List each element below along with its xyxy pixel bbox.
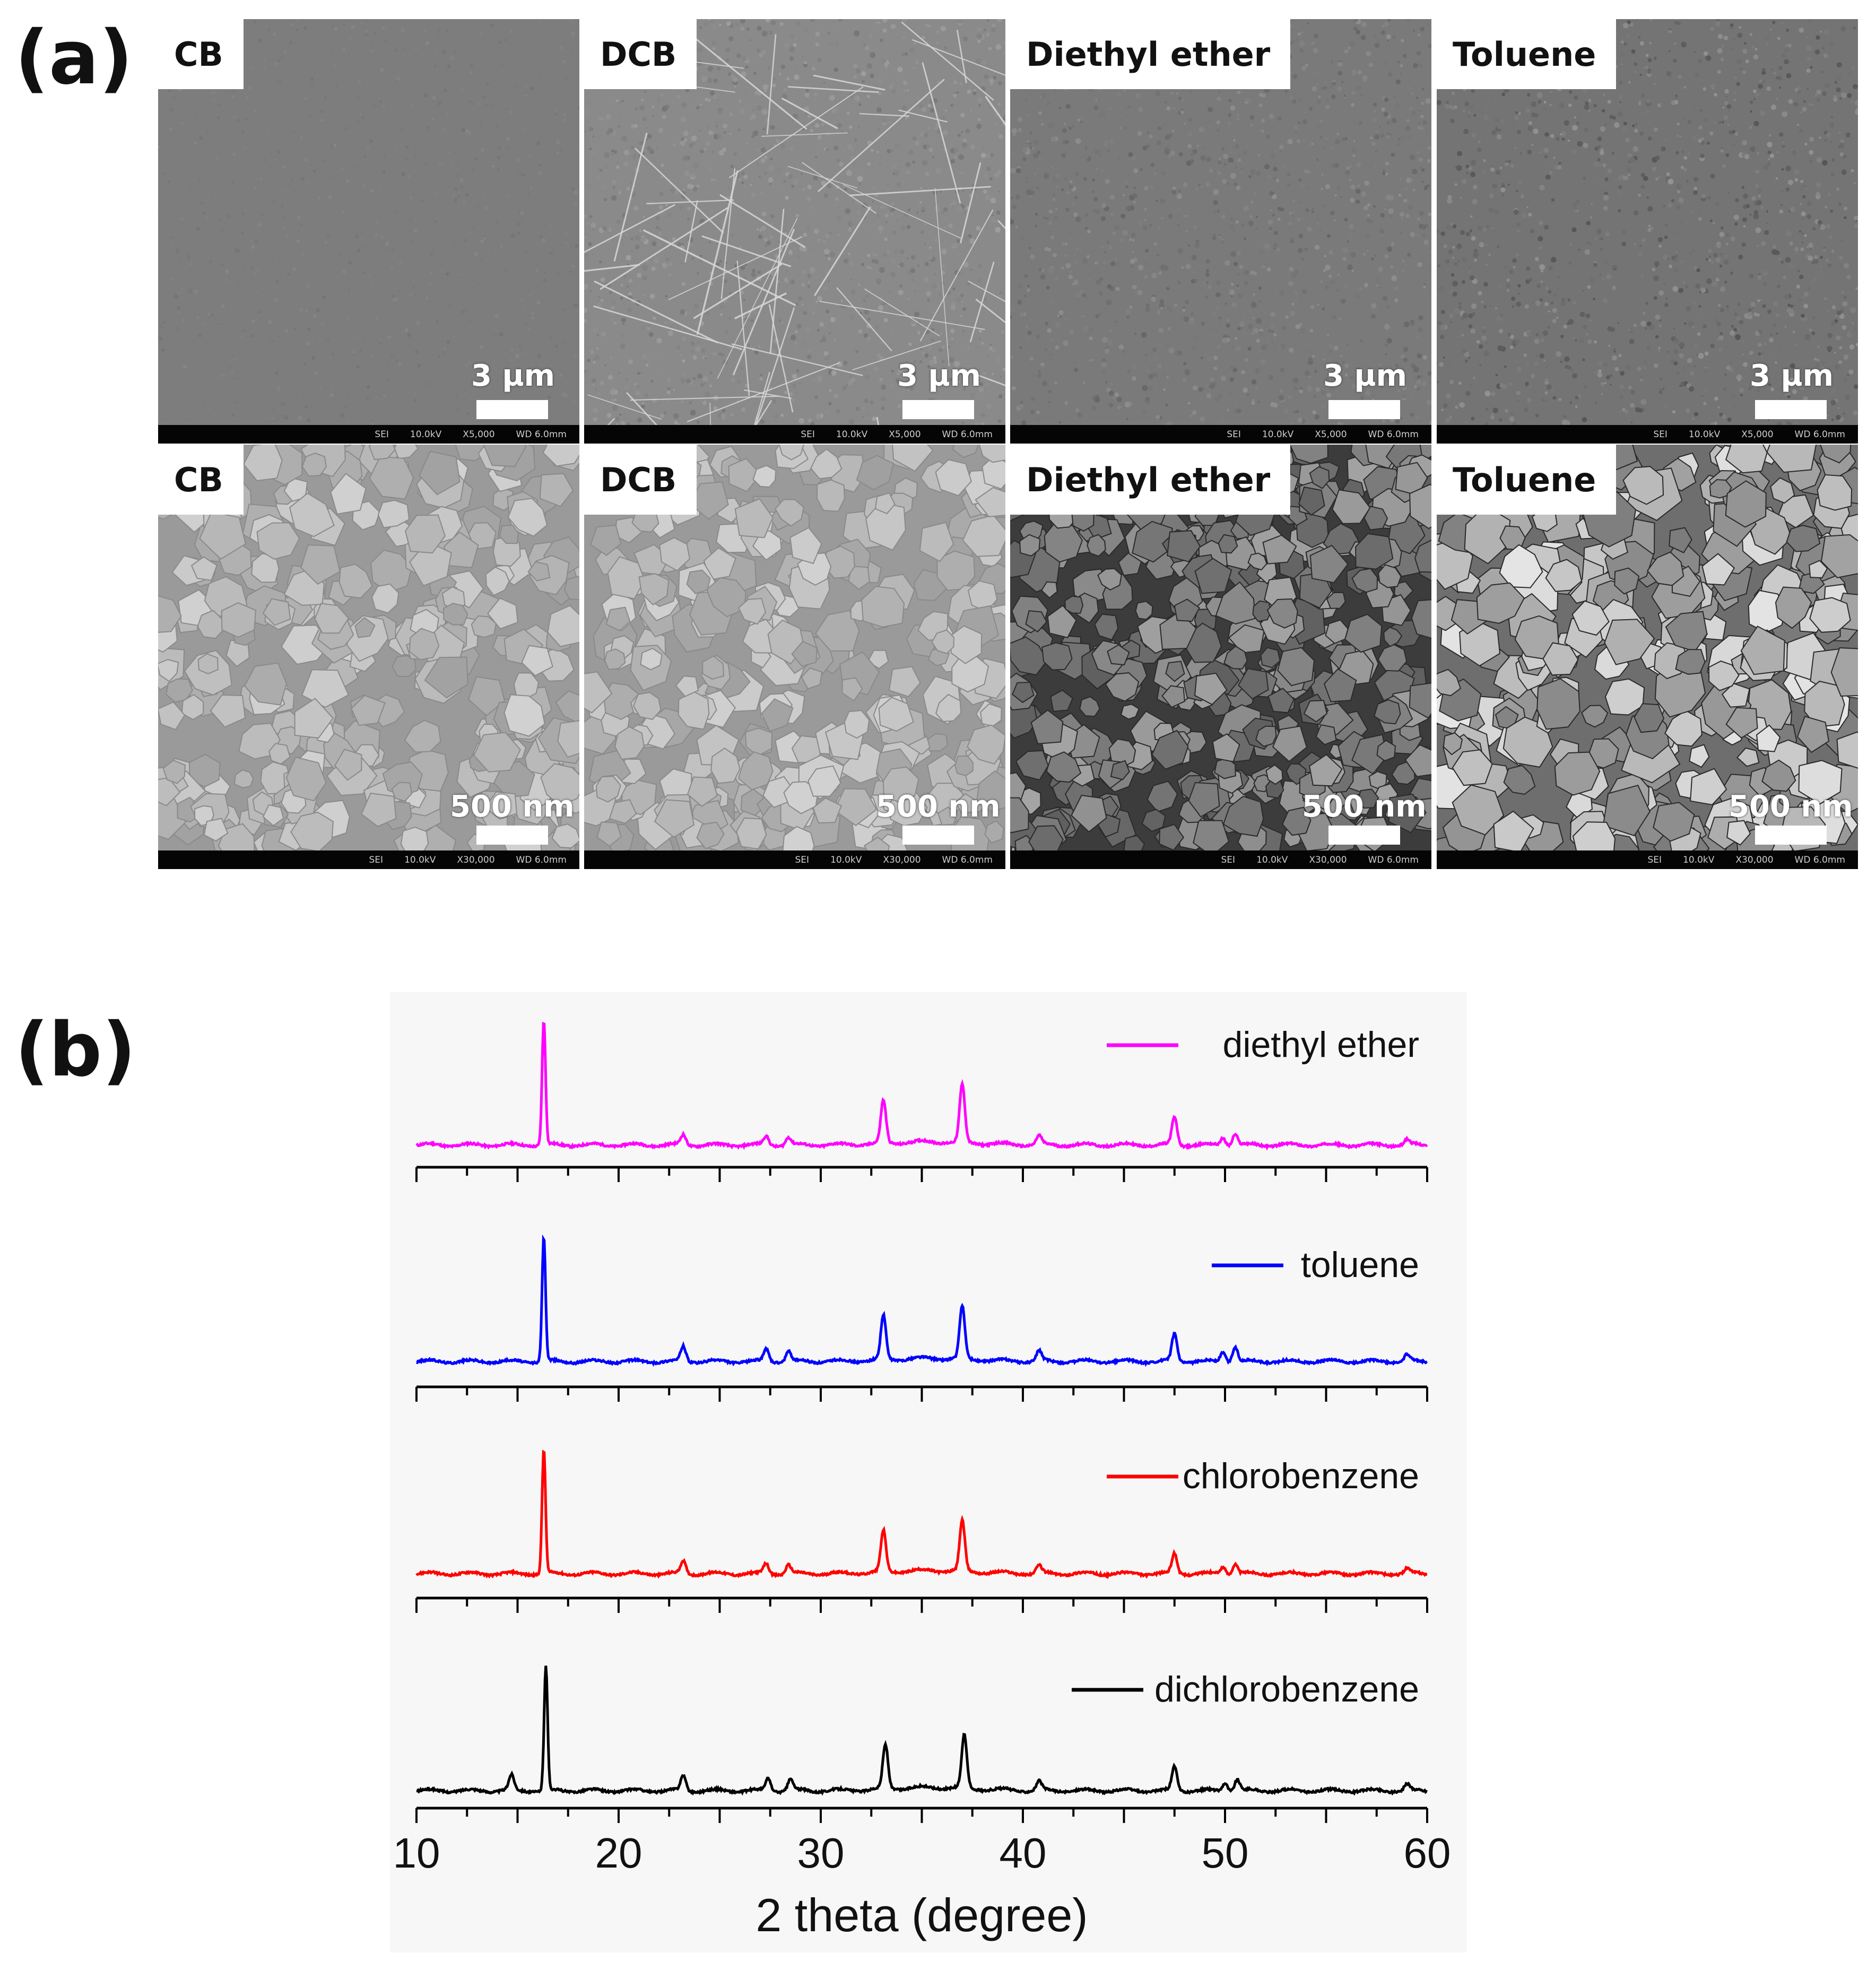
legend-label: toluene	[1301, 1245, 1419, 1285]
legend-label: dichlorobenzene	[1154, 1669, 1419, 1709]
legend-label: chlorobenzene	[1183, 1456, 1419, 1496]
x-tick-label: 50	[1202, 1829, 1249, 1877]
legend-label: diethyl ether	[1223, 1025, 1419, 1065]
x-axis-title: 2 theta (degree)	[755, 1889, 1088, 1941]
x-tick-label: 30	[797, 1829, 845, 1877]
x-tick-label: 40	[1000, 1829, 1047, 1877]
x-tick-label: 60	[1404, 1829, 1451, 1877]
x-tick-label: 10	[393, 1829, 440, 1877]
x-tick-label: 20	[595, 1829, 642, 1877]
